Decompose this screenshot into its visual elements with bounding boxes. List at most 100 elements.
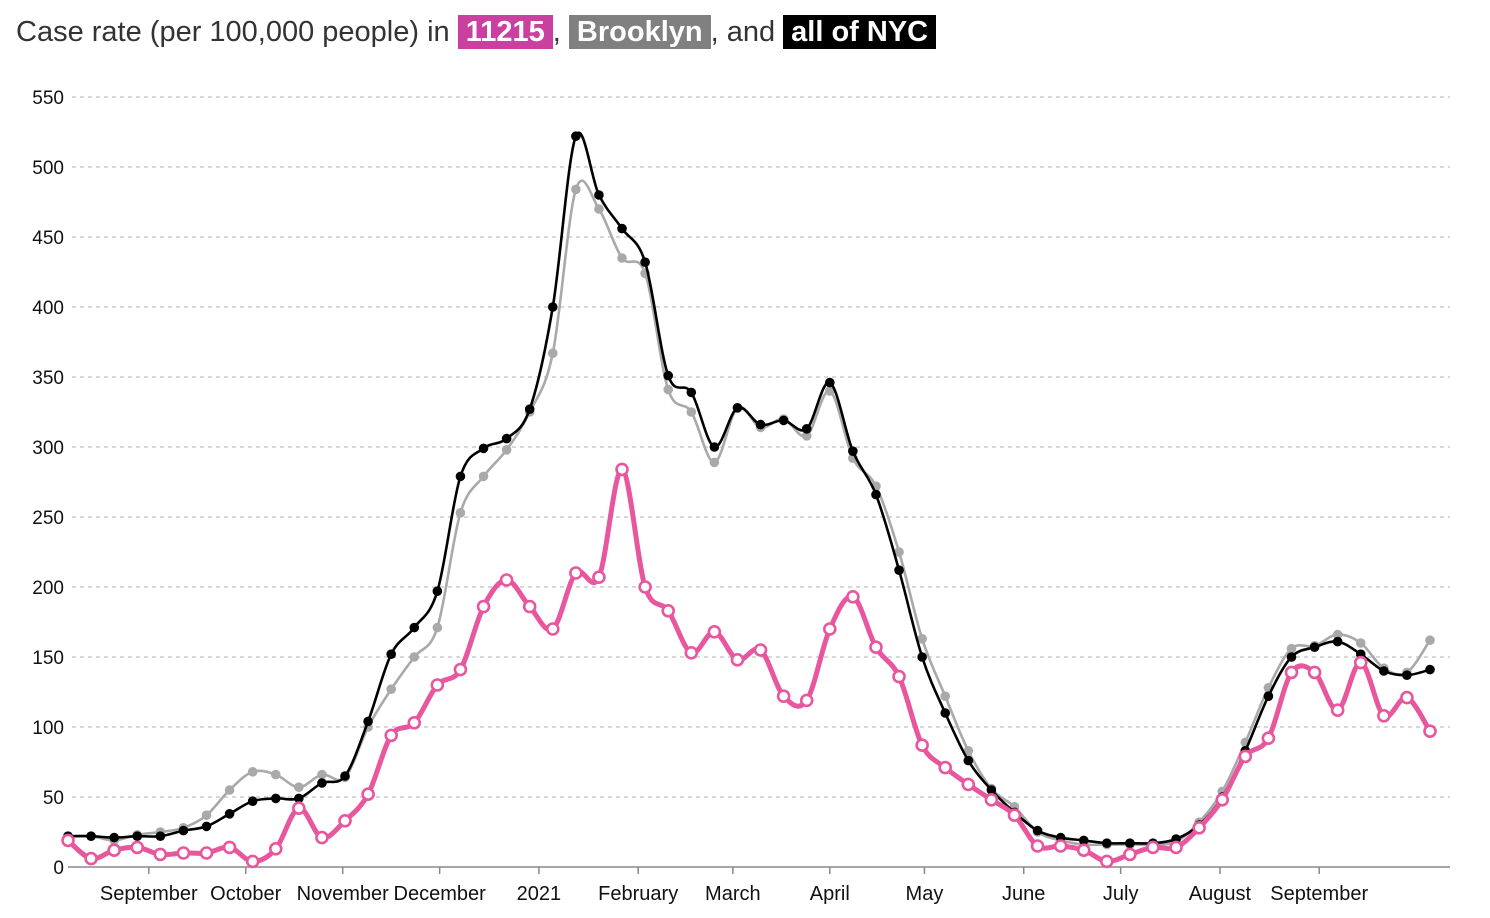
x-tick-label: March	[705, 883, 761, 905]
point-nyc	[455, 471, 466, 482]
point-nyc	[524, 404, 535, 415]
point-zip	[176, 846, 191, 860]
point-brooklyn	[432, 622, 443, 633]
point-brooklyn	[894, 547, 904, 557]
point-zip	[592, 570, 606, 585]
x-tick-label: 2021	[517, 883, 562, 905]
point-brooklyn	[709, 457, 720, 468]
point-nyc	[963, 755, 974, 766]
title-sep1: ,	[552, 16, 561, 48]
point-zip	[107, 843, 121, 858]
point-nyc	[824, 377, 835, 388]
point-nyc	[247, 796, 258, 806]
point-nyc	[848, 446, 858, 457]
point-nyc	[594, 190, 604, 200]
point-zip	[661, 603, 676, 618]
y-tick-label: 350	[32, 368, 64, 389]
y-tick-label: 100	[32, 718, 64, 739]
point-nyc	[571, 131, 581, 141]
point-zip	[707, 624, 722, 639]
point-nyc	[894, 565, 904, 575]
point-zip	[1123, 847, 1137, 862]
y-tick-label: 400	[32, 298, 64, 319]
point-nyc	[663, 370, 674, 381]
chart-title: Case rate (per 100,000 people) in 11215,…	[16, 12, 937, 52]
point-zip	[1169, 840, 1183, 855]
point-zip	[522, 599, 537, 614]
y-tick-label: 550	[32, 88, 64, 109]
point-zip	[153, 847, 168, 862]
point-brooklyn	[571, 184, 581, 195]
point-zip	[476, 599, 491, 614]
point-zip	[846, 589, 860, 604]
point-brooklyn	[501, 445, 512, 455]
x-tick-label: June	[1002, 883, 1045, 905]
point-brooklyn	[801, 431, 812, 441]
point-nyc	[1425, 664, 1435, 675]
point-nyc	[547, 302, 558, 312]
point-zip	[822, 622, 837, 636]
point-zip	[1076, 843, 1091, 858]
point-zip	[453, 662, 468, 677]
point-nyc	[478, 443, 489, 454]
point-nyc	[201, 821, 212, 832]
point-zip	[1100, 854, 1114, 869]
point-nyc	[917, 652, 927, 662]
x-tick-label: July	[1103, 883, 1139, 905]
point-zip	[1330, 703, 1345, 718]
point-zip	[1215, 792, 1230, 807]
point-zip	[615, 462, 629, 477]
point-nyc	[1379, 666, 1389, 676]
point-brooklyn	[478, 471, 489, 482]
point-nyc	[709, 442, 720, 452]
point-zip	[776, 689, 791, 704]
point-zip	[1400, 690, 1414, 705]
point-zip	[1053, 839, 1068, 853]
point-zip	[84, 851, 98, 866]
point-nyc	[132, 831, 143, 841]
point-zip	[638, 580, 652, 594]
point-nyc	[270, 793, 281, 804]
point-brooklyn	[294, 782, 304, 792]
point-zip	[1307, 665, 1322, 680]
point-brooklyn	[270, 769, 281, 780]
point-nyc	[317, 778, 327, 788]
point-nyc	[501, 433, 512, 444]
point-zip	[1353, 655, 1368, 670]
point-zip	[753, 643, 768, 657]
y-tick-label: 150	[32, 648, 64, 669]
point-nyc	[617, 223, 627, 234]
point-nyc	[363, 716, 373, 727]
point-nyc	[1286, 652, 1297, 662]
point-nyc	[1032, 825, 1043, 836]
point-zip	[730, 652, 745, 667]
point-nyc	[386, 649, 396, 659]
y-tick-label: 50	[43, 788, 64, 809]
point-zip	[338, 813, 352, 828]
point-zip	[1007, 808, 1022, 823]
x-tick-label: August	[1189, 883, 1252, 905]
point-brooklyn	[201, 810, 212, 820]
point-zip	[61, 833, 75, 848]
point-nyc	[1402, 670, 1412, 680]
point-nyc	[755, 419, 766, 430]
y-tick-label: 300	[32, 438, 64, 459]
point-zip	[799, 693, 814, 708]
point-zip	[1284, 665, 1299, 680]
x-tick-label: September	[1270, 883, 1368, 905]
point-nyc	[109, 832, 119, 843]
point-brooklyn	[1332, 629, 1343, 640]
point-zip	[915, 738, 929, 753]
point-brooklyn	[547, 348, 558, 359]
point-zip	[407, 715, 422, 730]
point-nyc	[640, 257, 650, 268]
point-nyc	[686, 387, 697, 398]
point-nyc	[409, 622, 420, 633]
point-zip	[268, 841, 283, 856]
title-sep2: , and	[710, 16, 776, 48]
x-tick-label: February	[598, 883, 678, 905]
x-tick-label: December	[394, 883, 487, 905]
point-brooklyn	[594, 204, 604, 214]
point-zip	[222, 840, 237, 855]
point-nyc	[1078, 835, 1089, 846]
